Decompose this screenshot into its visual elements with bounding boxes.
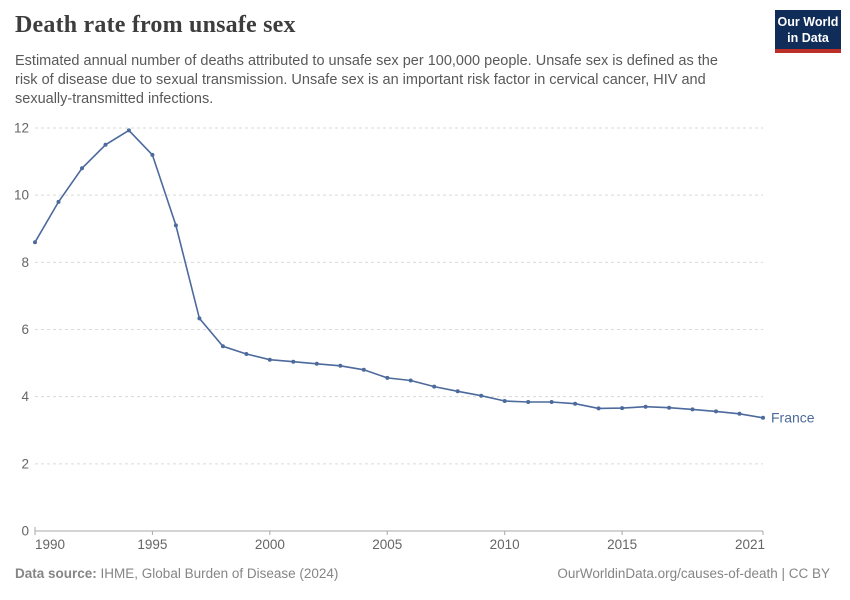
- data-point: [737, 411, 742, 416]
- y-tick-label: 2: [21, 456, 29, 471]
- x-tick-label: 2005: [372, 537, 402, 552]
- data-source-value: IHME, Global Burden of Disease (2024): [100, 566, 339, 581]
- data-point: [361, 367, 366, 372]
- data-point: [56, 199, 61, 204]
- x-tick-label: 2000: [255, 537, 285, 552]
- data-point: [479, 393, 484, 398]
- y-tick-label: 10: [14, 188, 29, 203]
- x-tick-label: 2010: [490, 537, 520, 552]
- data-point: [291, 359, 296, 364]
- owid-logo-line2: in Data: [787, 31, 829, 45]
- data-point: [385, 375, 390, 380]
- y-tick-label: 0: [21, 524, 29, 539]
- data-point: [103, 142, 108, 147]
- data-source-label: Data source:: [15, 566, 97, 581]
- x-tick-label: 1995: [137, 537, 167, 552]
- x-tick-label: 2015: [607, 537, 637, 552]
- data-point: [338, 363, 343, 368]
- y-tick-label: 12: [14, 121, 29, 136]
- y-tick-label: 4: [21, 389, 29, 404]
- data-point: [455, 389, 460, 394]
- series-label: France: [771, 409, 815, 425]
- y-tick-label: 8: [21, 255, 29, 270]
- credit-link[interactable]: OurWorldinData.org/causes-of-death | CC …: [557, 566, 830, 581]
- x-tick-label: 1990: [35, 537, 65, 552]
- data-point: [502, 399, 507, 403]
- data-point: [173, 223, 178, 228]
- data-point: [33, 240, 37, 245]
- data-point: [690, 407, 695, 412]
- data-point: [620, 406, 625, 411]
- x-tick-label: 2021: [735, 537, 765, 552]
- data-point: [667, 405, 672, 410]
- data-source-note: Data source: IHME, Global Burden of Dise…: [15, 566, 338, 581]
- data-point: [244, 352, 249, 356]
- data-point: [432, 384, 437, 389]
- data-point: [573, 401, 578, 406]
- data-point: [126, 128, 131, 133]
- data-point: [761, 415, 765, 420]
- line-chart: 0 2 4 6 8 10 12 1990 1995 2000 2005 2010 2015 2021 Fra…: [14, 121, 815, 553]
- y-tick-label: 6: [21, 322, 29, 337]
- data-point: [267, 357, 272, 362]
- data-line: [34, 129, 764, 419]
- subtitle-line: risk of disease due to sexual transmissi…: [15, 72, 706, 88]
- data-point: [408, 378, 413, 383]
- data-point: [220, 344, 225, 349]
- data-point: [643, 404, 648, 409]
- owid-logo-line1: Our World: [777, 15, 839, 29]
- data-point: [197, 316, 202, 321]
- data-point: [314, 361, 319, 366]
- chart-subtitle: Estimated annual number of deaths attrib…: [15, 52, 755, 109]
- subtitle-line: sexually-transmitted infections.: [15, 91, 214, 107]
- data-point: [714, 409, 718, 414]
- data-point: [526, 400, 531, 404]
- subtitle-line: Estimated annual number of deaths attrib…: [15, 53, 718, 69]
- owid-logo[interactable]: Our World in Data: [775, 10, 841, 53]
- page-title: Death rate from unsafe sex: [15, 12, 296, 38]
- data-point: [80, 166, 84, 171]
- data-point: [549, 400, 554, 404]
- data-point: [150, 152, 155, 157]
- data-point: [596, 406, 601, 411]
